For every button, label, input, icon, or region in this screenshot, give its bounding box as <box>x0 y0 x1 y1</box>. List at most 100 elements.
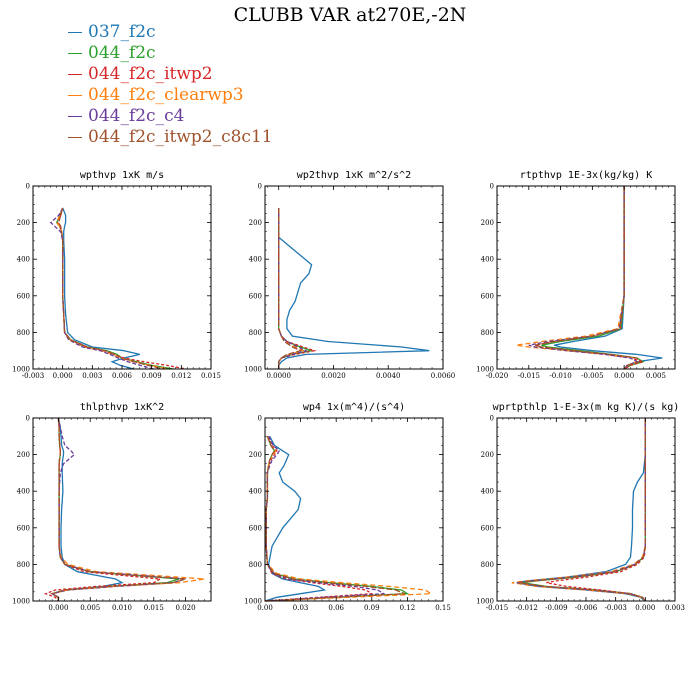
panel-title: thlpthvp 1xK^2 <box>80 402 164 413</box>
panel-title: wprtpthlp 1-E-3x(m kg K)/(s kg) <box>493 402 680 413</box>
y-tick-label: 800 <box>249 329 262 337</box>
legend-swatch <box>68 73 82 76</box>
y-tick-label: 600 <box>17 524 30 532</box>
plot-frame <box>496 417 676 602</box>
legend-swatch <box>68 31 82 34</box>
y-tick-label: 200 <box>481 219 494 227</box>
x-tick-label: -0.015 <box>518 372 540 380</box>
y-tick-label: 600 <box>481 524 494 532</box>
series-line <box>518 418 646 602</box>
panel-6: wprtpthlp 1-E-3x(m kg K)/(s kg) -0.015 -0.… <box>476 402 685 612</box>
x-tick-label: 0.12 <box>400 604 416 612</box>
legend-swatch <box>68 52 82 55</box>
y-tick-label: 800 <box>17 329 30 337</box>
x-tick-label: 0.00 <box>257 604 273 612</box>
series-line <box>554 186 663 370</box>
y-tick-label: 400 <box>249 256 262 264</box>
y-tick-label: 800 <box>481 561 494 569</box>
y-tick-label: 800 <box>481 329 494 337</box>
y-tick-label: 200 <box>17 219 30 227</box>
legend-label: 037_f2c <box>88 22 156 42</box>
series-line <box>546 418 646 602</box>
panel-1: wpthvp 1xK m/s -0.003 0.000 0.003 0.006 0.009… <box>12 170 221 380</box>
y-tick-label: 400 <box>481 256 494 264</box>
series-line <box>278 208 430 369</box>
x-tick-label: 0.006 <box>112 372 133 380</box>
series-line <box>62 207 140 370</box>
series-line <box>43 417 163 602</box>
legend-swatch <box>68 94 82 97</box>
y-tick-label: 800 <box>249 561 262 569</box>
x-tick-label: 0.09 <box>364 604 380 612</box>
x-tick-label: 0.0000 <box>266 372 291 380</box>
y-tick-label: 1000 <box>476 598 494 606</box>
x-tick-label: -0.010 <box>549 372 571 380</box>
series-line <box>528 186 639 370</box>
panel-title: rtpthvp 1E-3x(kg/kg) K <box>520 170 652 181</box>
x-tick-label: 0.15 <box>435 604 451 612</box>
y-tick-label: 200 <box>249 219 262 227</box>
y-tick-label: 200 <box>481 451 494 459</box>
series-line <box>278 208 303 369</box>
series-line <box>521 418 646 602</box>
panel-title: wp2thvp 1xK m^2/s^2 <box>297 170 411 181</box>
x-tick-label: 0.03 <box>293 604 309 612</box>
x-tick-label: 0.06 <box>328 604 344 612</box>
y-tick-label: 400 <box>481 488 494 496</box>
y-tick-label: 600 <box>17 292 30 300</box>
y-tick-label: 0 <box>258 415 262 423</box>
x-tick-label: 0.015 <box>201 372 221 380</box>
series-line <box>511 418 646 602</box>
plot-frame <box>496 185 676 370</box>
x-tick-label: -0.003 <box>22 372 44 380</box>
x-tick-label: 0.010 <box>112 604 132 612</box>
panel-5: wp4 1x(m^4)/(s^4) 0.00 0.03 0.06 0.09 0.12 0.1… <box>244 402 451 612</box>
legend-item: 044_f2c_itwp2 <box>68 64 273 85</box>
series-line <box>516 418 646 602</box>
legend-label: 044_f2c_clearwp3 <box>88 85 244 105</box>
y-tick-label: 200 <box>17 451 30 459</box>
x-tick-label: 0.000 <box>614 372 634 380</box>
figure-title: CLUBB VAR at270E,-2N <box>233 4 467 26</box>
legend-swatch <box>68 136 82 139</box>
series-line <box>50 417 186 601</box>
plot-frame <box>264 185 444 370</box>
x-tick-label: 0.0040 <box>376 372 401 380</box>
x-tick-label: 0.009 <box>142 372 162 380</box>
legend-item: 037_f2c <box>68 22 273 43</box>
x-tick-label: -0.020 <box>486 372 508 380</box>
x-tick-label: 0.003 <box>82 372 102 380</box>
legend-label: 044_f2c_itwp2_c8c11 <box>88 127 273 147</box>
series-line <box>278 208 317 369</box>
x-tick-label: -0.005 <box>581 372 603 380</box>
series-line <box>50 417 186 601</box>
x-tick-label: 0.003 <box>665 604 685 612</box>
series-line <box>50 417 205 601</box>
x-tick-label: 0.000 <box>48 604 68 612</box>
series-line <box>264 436 386 602</box>
y-tick-label: 0 <box>26 183 30 191</box>
x-tick-label: 0.012 <box>171 372 191 380</box>
y-tick-label: 600 <box>249 292 262 300</box>
y-tick-label: 1000 <box>12 598 30 606</box>
y-tick-label: 0 <box>490 183 494 191</box>
x-tick-label: 0.005 <box>646 372 666 380</box>
x-tick-label: -0.006 <box>575 604 598 612</box>
y-tick-label: 0 <box>26 415 30 423</box>
x-tick-label: 0.005 <box>80 604 100 612</box>
y-tick-label: 400 <box>17 256 30 264</box>
y-tick-label: 200 <box>249 451 262 459</box>
legend-label: 044_f2c <box>88 43 156 63</box>
panel-4: thlpthvp 1xK^2 0.000 0.005 0.010 0.015 0.020 0… <box>12 402 212 612</box>
x-tick-label: 0.0020 <box>321 372 346 380</box>
plot-frame <box>264 417 444 602</box>
legend-item: 044_f2c_c4 <box>68 106 273 127</box>
series-line <box>264 436 374 602</box>
series-line <box>516 418 646 602</box>
y-tick-label: 1000 <box>244 366 262 374</box>
x-tick-label: -0.003 <box>604 604 626 612</box>
legend-item: 044_f2c <box>68 43 273 64</box>
y-tick-label: 400 <box>249 488 262 496</box>
series-line <box>55 207 170 370</box>
